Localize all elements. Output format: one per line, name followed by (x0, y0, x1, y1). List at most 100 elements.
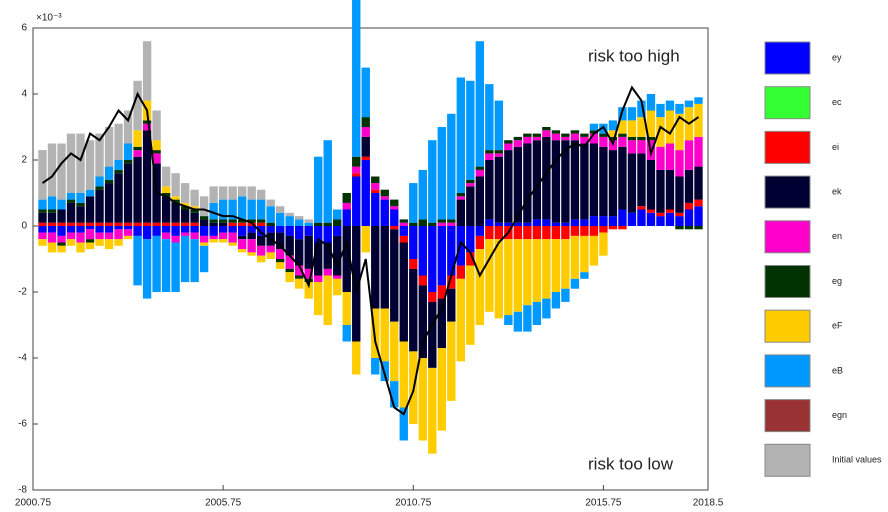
bar-segment (456, 199, 465, 226)
bar-segment (342, 193, 351, 203)
bar-segment (447, 113, 456, 220)
bar-segment (551, 133, 561, 141)
bar-segment (276, 259, 285, 263)
bar-segment (361, 67, 370, 118)
bar-segment (333, 226, 342, 236)
bar-segment (218, 239, 228, 243)
bar-segment (38, 209, 47, 213)
bar-segment (428, 292, 437, 302)
bar-segment (570, 226, 580, 236)
bar-segment (675, 176, 684, 213)
bar-segment (47, 226, 57, 233)
bar-segment (123, 226, 133, 230)
bar-segment (314, 282, 323, 316)
y-tick-label: -6 (18, 419, 27, 430)
bar-segment (380, 308, 389, 362)
bar-segment (589, 130, 599, 134)
bar-segment (142, 41, 152, 101)
bar-segment (209, 235, 218, 240)
y-tick-label: 6 (21, 23, 27, 34)
bar-segment (390, 321, 399, 382)
bar-segment (418, 285, 427, 358)
bar-segment (342, 292, 351, 325)
bar-segment (276, 262, 285, 269)
bar-segment (361, 117, 370, 127)
bar-segment (513, 239, 523, 312)
bar-segment (532, 219, 542, 226)
bar-segment (237, 186, 247, 197)
bar-segment (551, 226, 561, 240)
bar-segment (646, 110, 656, 137)
bar-segment (266, 245, 275, 253)
bar-segment (171, 173, 180, 197)
bar-segment (47, 196, 57, 210)
legend-label: ey (832, 52, 842, 62)
bar-segment (66, 133, 76, 193)
bar-segment (380, 226, 389, 309)
bar-segment (599, 216, 608, 226)
bar-segment (171, 242, 180, 292)
bar-segment (38, 222, 47, 226)
bar-segment (47, 143, 57, 197)
bar-segment (209, 202, 218, 220)
bar-segment (608, 226, 618, 230)
y-tick-label: -4 (18, 353, 27, 364)
bar-segment (637, 117, 646, 137)
bar-segment (361, 136, 370, 157)
bar-segment (627, 140, 637, 154)
bar-segment (190, 209, 199, 213)
bar-segment (361, 127, 370, 137)
legend-label: ei (832, 142, 839, 152)
bar-segment (95, 189, 104, 223)
bar-segment (285, 212, 294, 217)
bar-segment (38, 232, 47, 240)
bar-segment (123, 235, 133, 240)
bar-segment (665, 110, 675, 144)
bar-segment (95, 232, 104, 240)
bar-segment (180, 235, 190, 283)
bar-segment (523, 133, 532, 137)
legend-label: egn (832, 410, 847, 420)
bar-segment (47, 242, 57, 253)
bar-segment (199, 226, 209, 236)
bar-segment (675, 216, 684, 226)
bar-segment (237, 219, 247, 223)
bar-segment (114, 239, 123, 246)
bar-segment (276, 212, 285, 226)
bar-segment (133, 150, 142, 157)
bar-segment (485, 84, 494, 151)
bar-segment (608, 120, 618, 131)
bar-segment (266, 222, 275, 226)
bar-segment (627, 136, 637, 141)
bar-segment (133, 146, 142, 151)
bar-segment (618, 136, 627, 147)
bar-segment (532, 239, 542, 302)
bar-segment (57, 222, 66, 226)
bar-segment (209, 186, 218, 203)
legend-swatch (764, 354, 811, 388)
bar-segment (295, 275, 304, 279)
bar-segment (142, 239, 152, 299)
bar-segment (466, 179, 475, 184)
legend-swatch (764, 309, 811, 343)
bar-segment (513, 140, 523, 147)
bar-segment (66, 239, 76, 246)
legend-label: Initial values (832, 455, 882, 465)
bar-segment (352, 226, 361, 342)
bar-segment (66, 222, 76, 226)
bar-segment (580, 272, 589, 279)
bar-segment (428, 140, 437, 223)
bar-segment (171, 196, 180, 200)
bar-segment (57, 242, 66, 246)
bar-segment (380, 189, 389, 197)
bar-segment (494, 100, 504, 151)
bar-segment (295, 278, 304, 289)
bar-segment (171, 222, 180, 226)
bar-segment (409, 226, 418, 259)
bar-segment (228, 219, 237, 223)
bar-segment (209, 239, 218, 243)
bar-segment (390, 229, 399, 322)
bar-segment (418, 226, 427, 276)
bar-segment (580, 235, 589, 273)
